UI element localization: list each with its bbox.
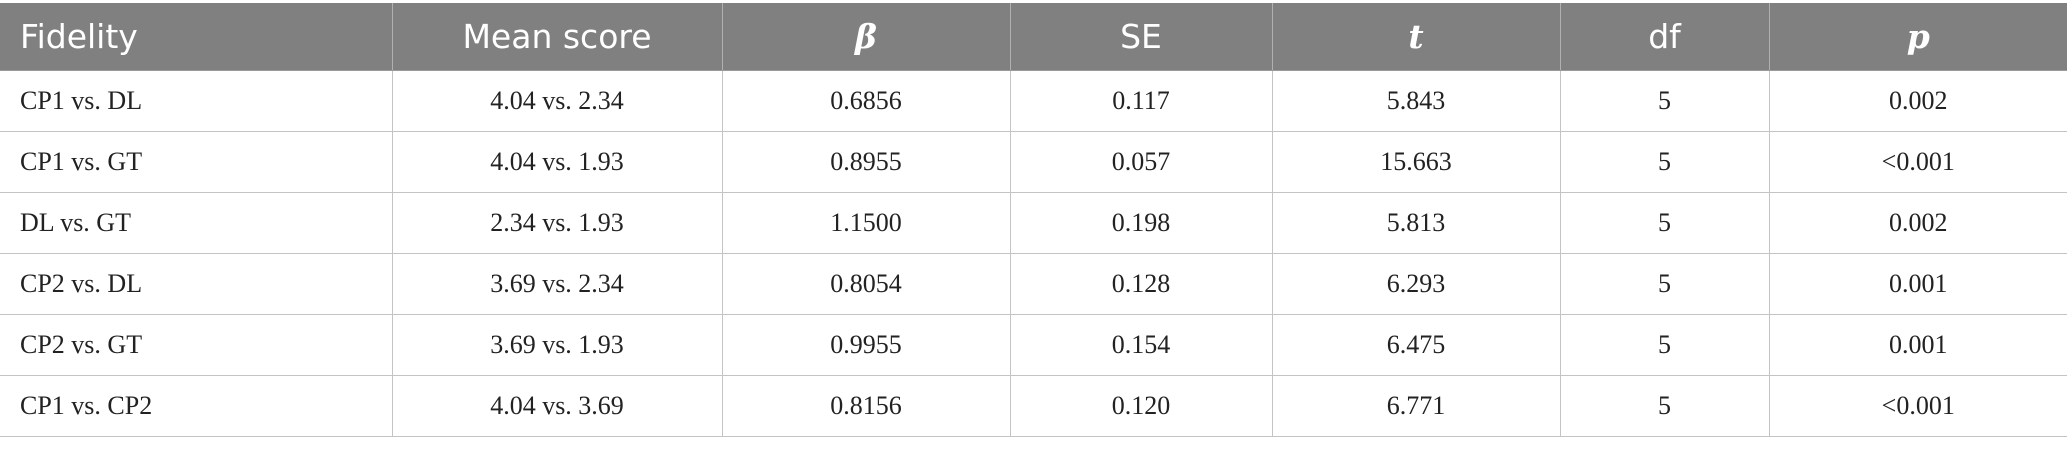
header-df: df xyxy=(1560,3,1770,71)
cell-mean-score: 2.34 vs. 1.93 xyxy=(392,192,723,254)
cell-p: <0.001 xyxy=(1769,131,2067,193)
cell-beta: 0.6856 xyxy=(722,70,1011,132)
header-fidelity: Fidelity xyxy=(0,3,393,71)
cell-t: 6.475 xyxy=(1272,314,1561,376)
cell-mean-score: 4.04 vs. 1.93 xyxy=(392,131,723,193)
results-table: Fidelity Mean score β SE t df p CP1 vs. … xyxy=(0,3,2067,437)
header-mean-score: Mean score xyxy=(392,3,723,71)
cell-t: 15.663 xyxy=(1272,131,1561,193)
table-row: DL vs. GT 2.34 vs. 1.93 1.1500 0.198 5.8… xyxy=(0,192,2067,254)
cell-fidelity: CP2 vs. GT xyxy=(0,314,393,376)
cell-beta: 1.1500 xyxy=(722,192,1011,254)
cell-beta: 0.8955 xyxy=(722,131,1011,193)
header-se: SE xyxy=(1010,3,1273,71)
cell-df: 5 xyxy=(1560,314,1770,376)
table-body: CP1 vs. DL 4.04 vs. 2.34 0.6856 0.117 5.… xyxy=(0,70,2067,437)
cell-fidelity: CP2 vs. DL xyxy=(0,253,393,315)
cell-mean-score: 4.04 vs. 2.34 xyxy=(392,70,723,132)
cell-df: 5 xyxy=(1560,131,1770,193)
cell-mean-score: 3.69 vs. 1.93 xyxy=(392,314,723,376)
cell-t: 5.843 xyxy=(1272,70,1561,132)
table-row: CP2 vs. GT 3.69 vs. 1.93 0.9955 0.154 6.… xyxy=(0,314,2067,376)
table-row: CP1 vs. DL 4.04 vs. 2.34 0.6856 0.117 5.… xyxy=(0,70,2067,132)
cell-se: 0.057 xyxy=(1010,131,1273,193)
cell-mean-score: 3.69 vs. 2.34 xyxy=(392,253,723,315)
cell-se: 0.154 xyxy=(1010,314,1273,376)
cell-beta: 0.8156 xyxy=(722,375,1011,437)
table-header-row: Fidelity Mean score β SE t df p xyxy=(0,3,2067,71)
cell-p: <0.001 xyxy=(1769,375,2067,437)
cell-fidelity: CP1 vs. GT xyxy=(0,131,393,193)
cell-df: 5 xyxy=(1560,192,1770,254)
results-table-container: Fidelity Mean score β SE t df p CP1 vs. … xyxy=(0,3,2067,437)
cell-se: 0.117 xyxy=(1010,70,1273,132)
cell-se: 0.198 xyxy=(1010,192,1273,254)
cell-se: 0.120 xyxy=(1010,375,1273,437)
cell-fidelity: CP1 vs. CP2 xyxy=(0,375,393,437)
cell-beta: 0.9955 xyxy=(722,314,1011,376)
cell-t: 5.813 xyxy=(1272,192,1561,254)
table-row: CP2 vs. DL 3.69 vs. 2.34 0.8054 0.128 6.… xyxy=(0,253,2067,315)
header-t: t xyxy=(1272,3,1561,71)
cell-p: 0.001 xyxy=(1769,314,2067,376)
cell-p: 0.002 xyxy=(1769,192,2067,254)
table-row: CP1 vs. GT 4.04 vs. 1.93 0.8955 0.057 15… xyxy=(0,131,2067,193)
cell-fidelity: CP1 vs. DL xyxy=(0,70,393,132)
cell-se: 0.128 xyxy=(1010,253,1273,315)
cell-t: 6.771 xyxy=(1272,375,1561,437)
cell-fidelity: DL vs. GT xyxy=(0,192,393,254)
cell-df: 5 xyxy=(1560,253,1770,315)
cell-df: 5 xyxy=(1560,70,1770,132)
header-p: p xyxy=(1769,3,2067,71)
cell-df: 5 xyxy=(1560,375,1770,437)
cell-p: 0.001 xyxy=(1769,253,2067,315)
cell-t: 6.293 xyxy=(1272,253,1561,315)
cell-p: 0.002 xyxy=(1769,70,2067,132)
cell-beta: 0.8054 xyxy=(722,253,1011,315)
cell-mean-score: 4.04 vs. 3.69 xyxy=(392,375,723,437)
header-beta: β xyxy=(722,3,1011,71)
table-row: CP1 vs. CP2 4.04 vs. 3.69 0.8156 0.120 6… xyxy=(0,375,2067,437)
